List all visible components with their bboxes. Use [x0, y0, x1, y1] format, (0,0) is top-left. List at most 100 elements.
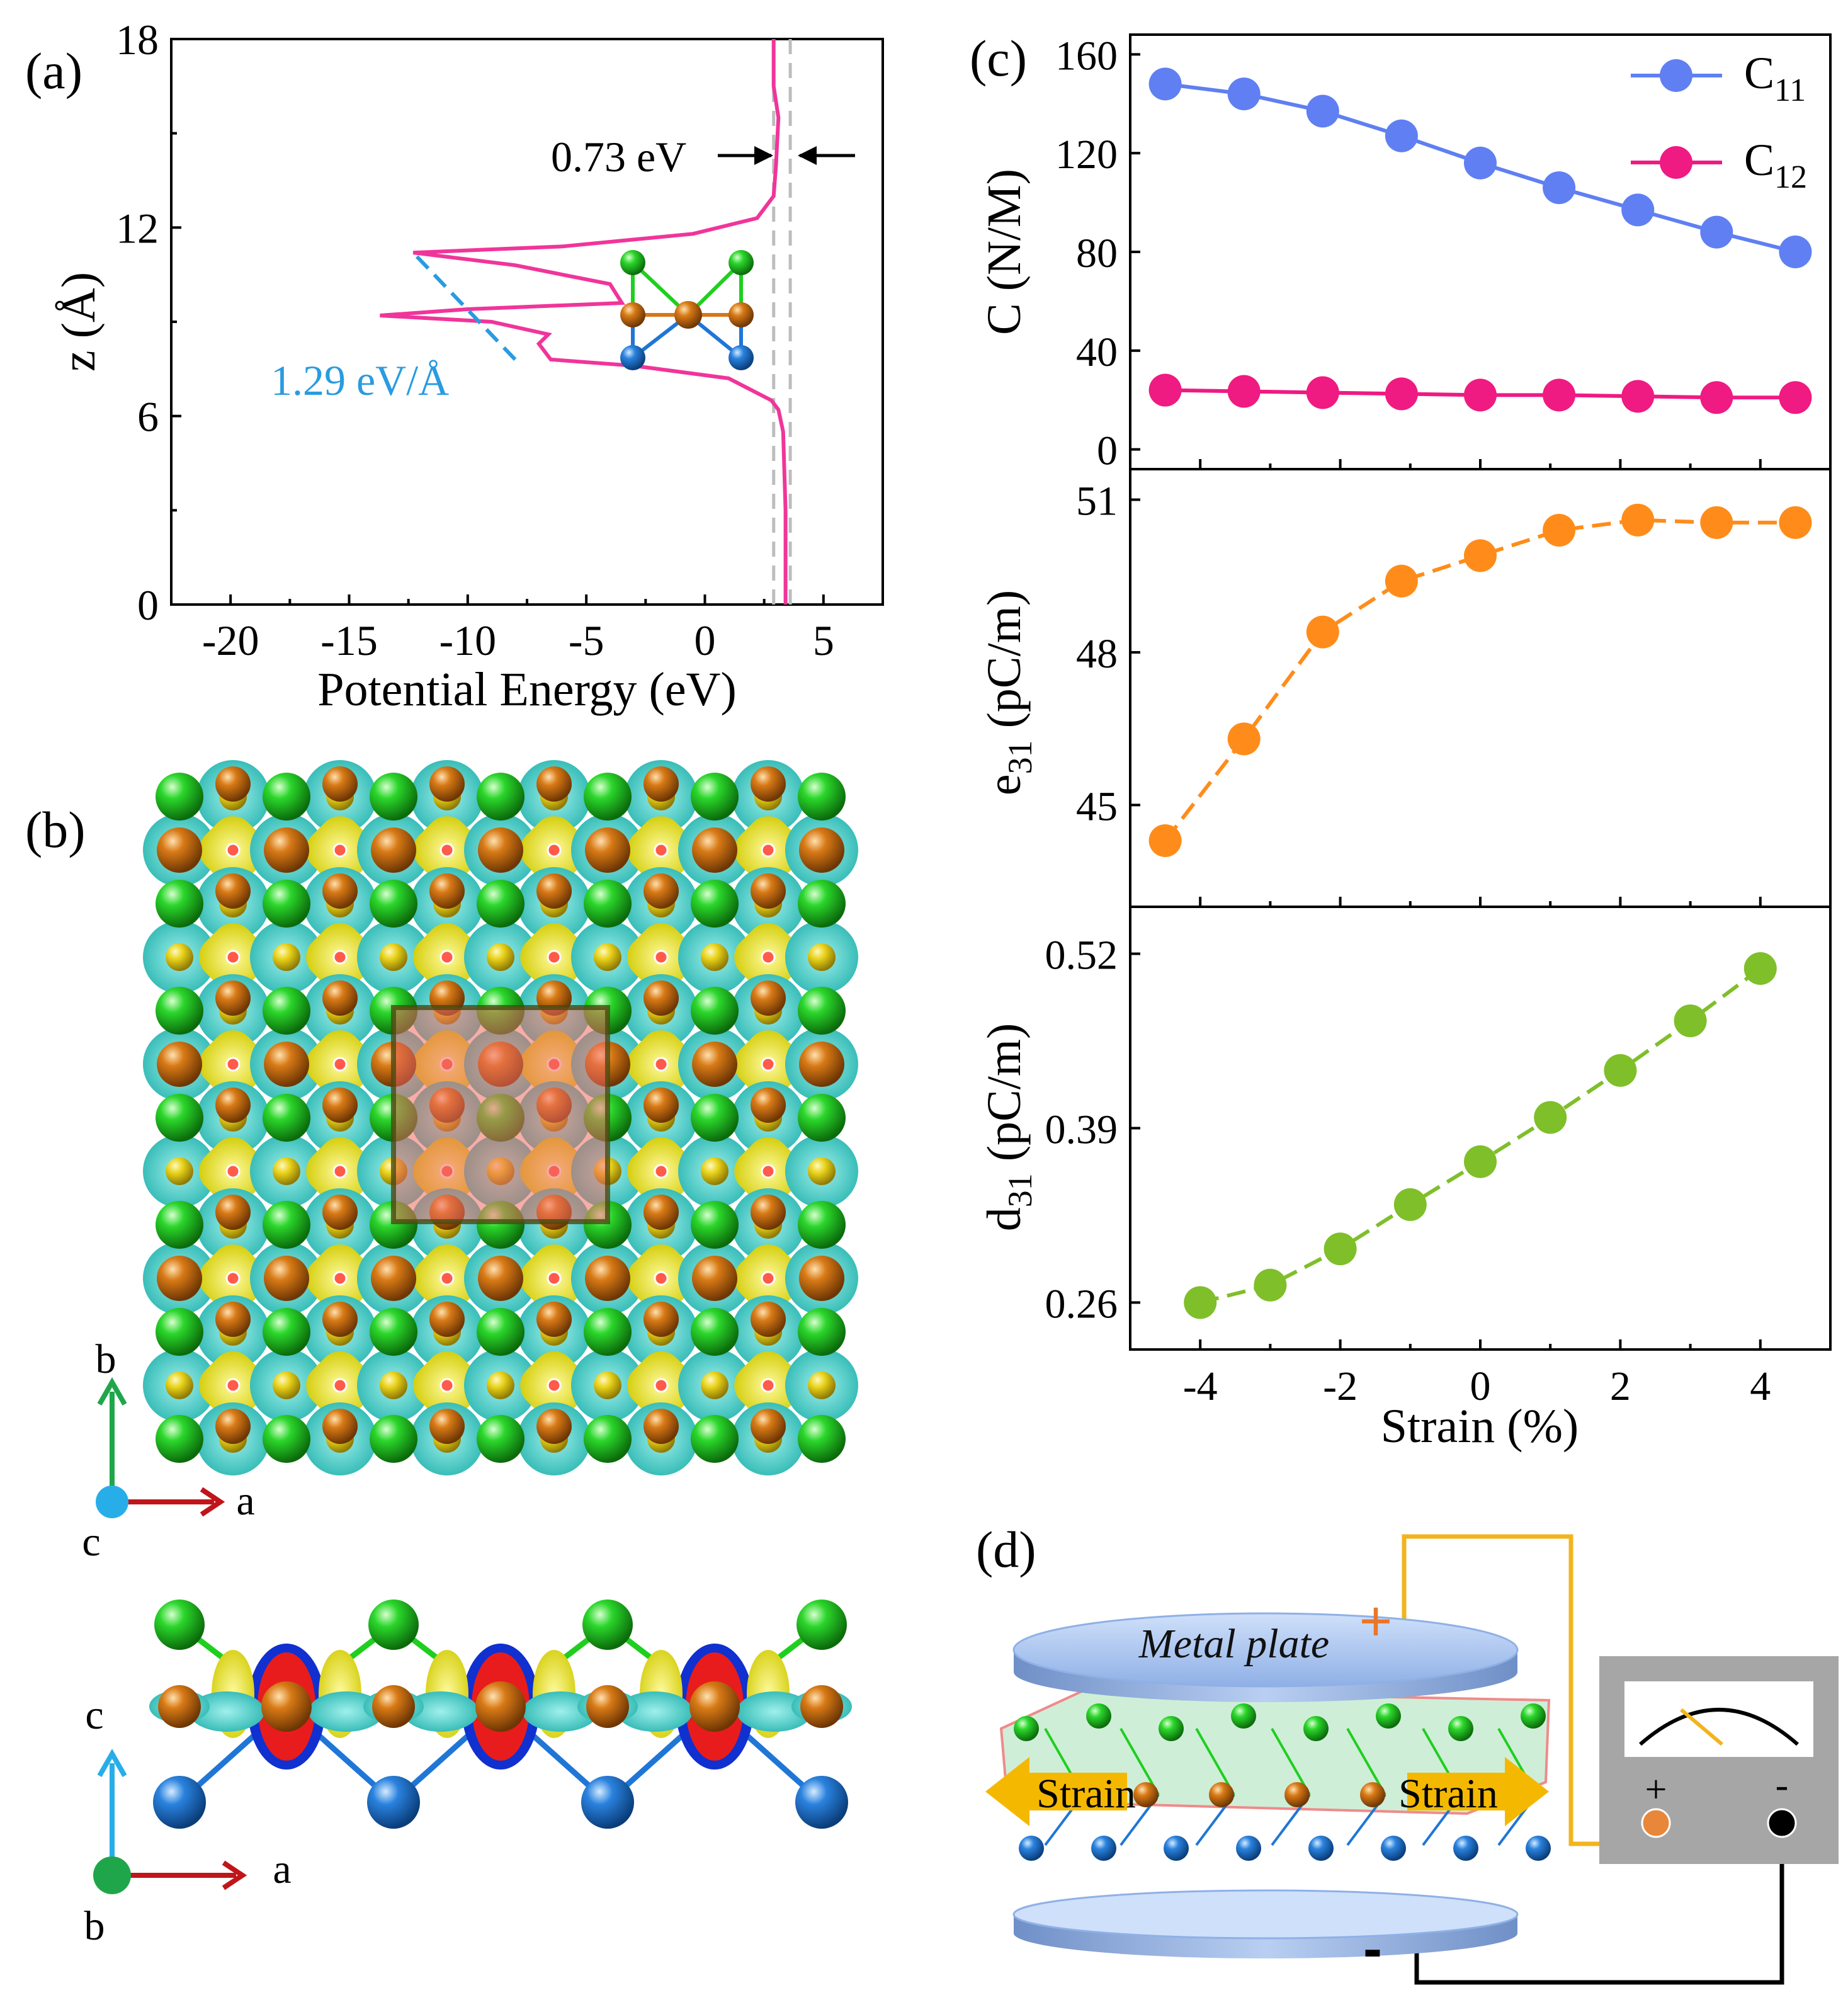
atom-center [547, 1378, 562, 1393]
top-axis-b-label: b [96, 1336, 116, 1382]
atom-green [156, 1201, 203, 1249]
data-point-d31 [1604, 1054, 1637, 1087]
wire-negative [1414, 1823, 1784, 1985]
atom-center [654, 1057, 669, 1072]
strain-arrow-left [985, 1757, 1127, 1826]
panel-c-label: (c) [970, 30, 1027, 87]
atom-center [547, 843, 562, 858]
data-point-c11 [1543, 171, 1576, 205]
atom-yellow [273, 1372, 300, 1399]
atom-orange [586, 1685, 629, 1728]
atom-orange [800, 1685, 843, 1728]
inset-atom-orange [728, 302, 754, 327]
c-ytick-label: 0.52 [1045, 933, 1118, 979]
atom-orange [429, 1302, 465, 1337]
axis-b-dot [93, 1856, 131, 1894]
atom-green [368, 1599, 419, 1650]
atom-yellow [487, 943, 514, 971]
atom-orange [322, 766, 358, 802]
panel-d-label: (d) [976, 1521, 1036, 1578]
data-point-e31 [1148, 824, 1182, 857]
atom-green [263, 773, 310, 821]
atom-orange [429, 766, 465, 802]
slab-atom-green [1159, 1716, 1184, 1741]
c-ytick-label: 48 [1076, 631, 1118, 677]
atom-green [691, 1415, 739, 1463]
atom-orange [799, 827, 844, 873]
atom-orange [371, 1256, 416, 1301]
slab-atom-green [1231, 1703, 1256, 1729]
atom-green [477, 773, 524, 821]
atom-center [439, 1271, 455, 1286]
top-axis-c-label: c [82, 1519, 100, 1565]
atom-orange [215, 873, 251, 909]
atom-green [477, 1415, 524, 1463]
inset-atom-green [620, 250, 645, 275]
atom-orange [264, 827, 309, 873]
atom-green [263, 1308, 310, 1356]
atom-orange [799, 1042, 844, 1087]
lattice-side-view [149, 1599, 852, 1829]
gap-annotation: 0.73 eV [551, 133, 686, 181]
a-xtick-label: 5 [813, 616, 834, 664]
data-point-d31 [1324, 1232, 1357, 1266]
atom-center [761, 1271, 776, 1286]
atom-orange [322, 873, 358, 909]
slab-atom-green [1303, 1716, 1329, 1741]
atom-orange [643, 766, 679, 802]
crystal-slab: Strain Strain [985, 1689, 1551, 1861]
potential-curve [380, 39, 788, 605]
atom-center [225, 1271, 241, 1286]
atom-green [691, 1094, 739, 1142]
atom-green [263, 1094, 310, 1142]
slab-atom-green [1448, 1716, 1473, 1741]
data-point-c11 [1148, 67, 1182, 101]
atom-orange [643, 1302, 679, 1337]
strain-label-right: Strain [1398, 1771, 1498, 1817]
data-point-c12 [1385, 377, 1418, 411]
a-xtick-label: 0 [694, 616, 716, 664]
inset-atom-blue [620, 345, 645, 370]
atom-yellow [166, 1157, 193, 1185]
slab-atom-blue [1381, 1836, 1406, 1861]
data-point-d31 [1674, 1004, 1707, 1038]
atom-orange [429, 1409, 465, 1444]
atom-orange [751, 980, 786, 1016]
atom-center [654, 1378, 669, 1393]
c-ytick-label: 40 [1076, 329, 1118, 375]
atom-center [761, 843, 776, 858]
atom-blue [795, 1776, 848, 1829]
atom-yellow [273, 1157, 300, 1185]
panel-a-xticks: -20 -15 -10 -5 0 5 [202, 594, 834, 664]
atom-orange [689, 1681, 740, 1732]
slab-bond [1346, 1728, 1386, 1795]
atom-blue [367, 1776, 420, 1829]
unit-cell [391, 1005, 610, 1224]
data-point-e31 [1227, 722, 1261, 756]
atom-yellow [808, 1157, 836, 1185]
atom-green [370, 1415, 417, 1463]
bottom-plate [1012, 1889, 1519, 1958]
atom-orange [751, 873, 786, 909]
panel-a: (a) -20 -15 -10 -5 0 5 0 6 12 18 Potential Energ… [25, 16, 884, 716]
atom-yellow [380, 1372, 407, 1399]
atom-yellow [594, 1372, 621, 1399]
c-bot-ylabel: d31 (pC/m) [978, 1023, 1039, 1232]
slab-bond [1271, 1728, 1311, 1795]
atom-yellow [594, 943, 621, 971]
atom-green [798, 1094, 846, 1142]
atom-orange [322, 980, 358, 1016]
data-point-c12 [1464, 378, 1497, 412]
minus-sign: - [1363, 1918, 1382, 1980]
atom-center [654, 950, 669, 965]
atom-center [654, 843, 669, 858]
voltmeter-scale [1639, 1708, 1799, 1746]
atom-center [439, 1378, 455, 1393]
atom-orange [371, 827, 416, 873]
data-point-c11 [1385, 119, 1418, 152]
atom-yellow [808, 1372, 836, 1399]
data-point-c12 [1621, 380, 1655, 413]
atom-green [370, 880, 417, 928]
atom-blue [153, 1776, 206, 1829]
